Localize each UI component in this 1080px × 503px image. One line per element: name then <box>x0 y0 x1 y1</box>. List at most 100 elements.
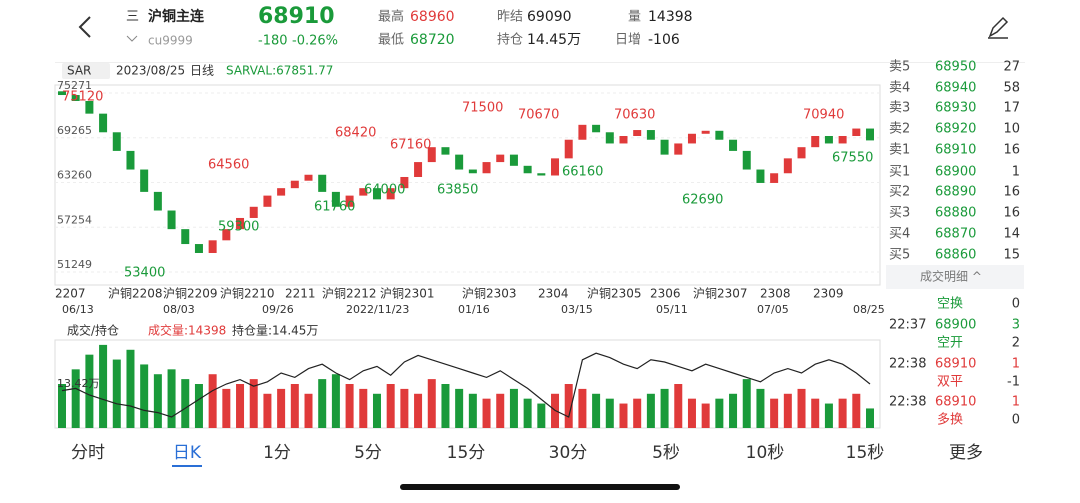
volume-bar <box>715 398 724 428</box>
tab[interactable]: 更多 <box>949 443 983 463</box>
tab[interactable]: 30分 <box>549 443 588 463</box>
book-qty: 16 <box>1003 185 1020 200</box>
volume-bar <box>345 384 354 428</box>
book-label: 卖1 <box>889 143 910 158</box>
edit-button[interactable] <box>988 16 1009 39</box>
candle-body <box>509 154 518 166</box>
candle-body <box>359 188 368 196</box>
tab[interactable]: 10秒 <box>746 443 785 463</box>
back-button[interactable] <box>78 16 91 38</box>
candle-body <box>153 191 162 211</box>
candle-body <box>263 195 272 207</box>
tab[interactable]: 日K <box>173 443 202 463</box>
book-qty: 17 <box>1003 101 1020 116</box>
candle-body <box>496 154 505 163</box>
candle-body <box>236 217 245 230</box>
candle-body <box>345 195 354 207</box>
volume-bar <box>85 354 94 428</box>
oi-label: 持仓量:14.45万 <box>232 323 318 338</box>
candle-body <box>372 188 381 200</box>
date-label: 01/16 <box>458 303 490 316</box>
volume-bar <box>770 398 779 428</box>
book-qty: 16 <box>1003 143 1020 158</box>
candle-body <box>441 147 450 155</box>
candle-body <box>605 132 614 144</box>
stat-value: -106 <box>648 32 680 48</box>
book-qty: 16 <box>1003 206 1020 221</box>
candle-body <box>167 210 176 230</box>
volume-bar <box>455 388 464 428</box>
y-tick-label: 51249 <box>57 258 92 271</box>
tab[interactable]: 1分 <box>263 443 291 463</box>
detail-bar[interactable] <box>886 265 1024 289</box>
tab[interactable]: 5分 <box>354 443 382 463</box>
stat-value: 14.45万 <box>527 32 581 48</box>
sarval: SARVAL:67851.77 <box>226 64 333 78</box>
candle-body <box>592 124 601 133</box>
candle-body <box>249 206 258 218</box>
volume-bar <box>687 398 696 428</box>
candle-body <box>797 147 806 159</box>
candle-body <box>523 165 532 174</box>
date-label: 08/03 <box>163 303 195 316</box>
stat-value: 68720 <box>410 32 455 48</box>
book-qty: 27 <box>1003 60 1020 75</box>
stat-label: 最低 <box>378 33 404 48</box>
volume-bar <box>756 388 765 428</box>
trade-time: 22:38 <box>889 357 926 372</box>
price-annotation: 67160 <box>390 138 431 153</box>
candle-body <box>85 100 94 114</box>
candle-body <box>770 173 779 183</box>
volume-bar <box>71 369 80 428</box>
contract-label: 沪铜2307 <box>693 286 748 301</box>
volume-bar <box>167 369 176 428</box>
volume-bar <box>222 388 231 428</box>
y-tick-label: 57254 <box>57 213 92 226</box>
tab[interactable]: 15分 <box>447 443 486 463</box>
volume-bar <box>427 379 436 428</box>
price-annotation: 75120 <box>62 90 103 105</box>
candle-body <box>687 133 696 144</box>
tab[interactable]: 15秒 <box>846 443 885 463</box>
price-annotation: 61760 <box>314 200 355 215</box>
volume-bar <box>400 388 409 428</box>
tab[interactable]: 分时 <box>71 443 105 463</box>
candle-body <box>838 136 847 144</box>
contract-label: 沪铜2212 <box>322 286 377 301</box>
volume-bar <box>537 403 546 428</box>
volume-axis-label: 13.42万 <box>57 377 100 390</box>
candle-body <box>715 130 724 140</box>
contract-label: 2211 <box>285 287 316 301</box>
price-annotation: 71500 <box>462 101 503 116</box>
volume-bar <box>660 388 669 428</box>
trade-price: 68900 <box>935 318 976 333</box>
volume-bar <box>304 393 313 428</box>
trade-kind-qty: -1 <box>1007 375 1020 390</box>
book-price: 68910 <box>935 143 976 158</box>
volume-bar <box>263 393 272 428</box>
price-annotation: 64560 <box>208 158 249 173</box>
price: 68910 <box>258 4 335 29</box>
candle-body <box>564 139 573 159</box>
indicator-select[interactable] <box>62 63 110 79</box>
price-annotation: 63850 <box>437 183 478 198</box>
detail-toggle: 成交明细 ^ <box>920 269 982 284</box>
open-interest-line <box>61 352 871 418</box>
volume-bar <box>359 388 368 428</box>
y-tick-label: 63260 <box>57 169 92 182</box>
tab[interactable]: 5秒 <box>652 443 680 463</box>
volume-bar <box>646 393 655 428</box>
contract-label: 沪铜2303 <box>462 286 517 301</box>
trade-kind: 空换 <box>937 297 963 312</box>
volume-bar <box>619 403 628 428</box>
change-pct: -0.26% <box>292 34 338 49</box>
volume-bar <box>496 393 505 428</box>
price-annotation: 59300 <box>218 220 259 235</box>
book-price: 68900 <box>935 165 976 180</box>
contract-label: 2309 <box>813 287 844 301</box>
book-label: 买3 <box>889 206 910 221</box>
volume-bar <box>852 393 861 428</box>
volume-bar <box>701 403 710 428</box>
book-qty: 58 <box>1003 81 1020 96</box>
contract-label: 2304 <box>538 287 569 301</box>
